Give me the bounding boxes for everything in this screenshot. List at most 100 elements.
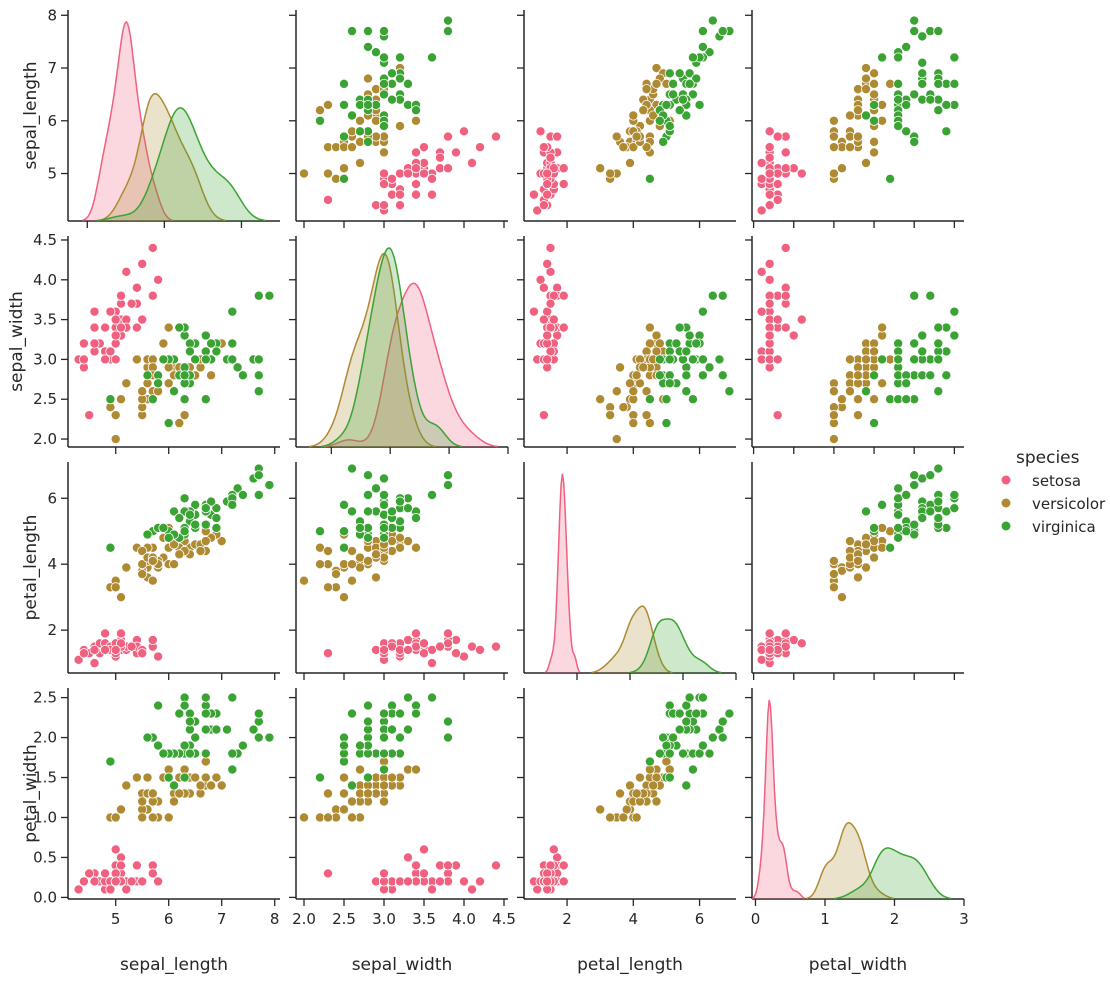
scatter-point-virginica xyxy=(174,708,185,719)
scatter-point-versicolor xyxy=(844,354,855,365)
y-tick-label: 2.0 xyxy=(33,729,57,747)
legend-marker-versicolor xyxy=(1001,498,1011,508)
scatter-point-versicolor xyxy=(116,804,127,815)
scatter-point-virginica xyxy=(190,499,201,510)
scatter-point-virginica xyxy=(426,489,437,500)
scatter-point-setosa xyxy=(474,876,485,887)
scatter-point-setosa xyxy=(528,306,539,317)
scatter-point-versicolor xyxy=(651,796,662,807)
scatter-point-versicolor xyxy=(853,394,864,405)
scatter-point-versicolor xyxy=(648,780,659,791)
scatter-point-virginica xyxy=(211,503,222,514)
scatter-point-versicolor xyxy=(216,536,227,547)
panel-petal_length-vs-sepal_length: 2 4 6 petal_length xyxy=(21,462,280,680)
scatter-point-setosa xyxy=(89,658,100,669)
scatter-point-setosa xyxy=(764,126,775,137)
scatter-point-virginica xyxy=(362,716,373,727)
x-tick-label: 3.0 xyxy=(372,910,396,928)
scatter-point-virginica xyxy=(949,503,960,514)
scatter-point-virginica xyxy=(237,370,248,381)
scatter-point-virginica xyxy=(190,354,201,365)
scatter-point-versicolor xyxy=(869,394,880,405)
scatter-point-virginica xyxy=(674,105,685,116)
scatter-point-setosa xyxy=(105,346,116,357)
scatter-point-virginica xyxy=(893,121,904,132)
scatter-point-setosa xyxy=(796,168,807,179)
scatter-point-virginica xyxy=(704,748,715,759)
scatter-point-setosa xyxy=(110,314,121,325)
scatter-point-virginica xyxy=(200,692,211,703)
x-tick-label: 4.0 xyxy=(452,910,476,928)
scatter-point-versicolor xyxy=(844,110,855,121)
panel-sepal_width-vs-sepal_width xyxy=(289,236,509,454)
scatter-point-virginica xyxy=(664,68,675,79)
scatter-point-versicolor xyxy=(168,559,179,570)
scatter-point-virginica xyxy=(370,47,381,58)
scatter-point-virginica xyxy=(346,780,357,791)
scatter-point-versicolor xyxy=(638,362,649,373)
x-tick-label: 7 xyxy=(217,910,227,928)
scatter-point-virginica xyxy=(654,370,665,381)
scatter-point-virginica xyxy=(893,509,904,520)
scatter-point-setosa xyxy=(548,844,559,855)
scatter-point-setosa xyxy=(78,876,89,887)
scatter-point-virginica xyxy=(105,756,116,767)
scatter-point-virginica xyxy=(163,532,174,543)
scatter-point-setosa xyxy=(100,644,111,655)
scatter-point-virginica xyxy=(664,378,675,389)
panel-petal_width-vs-petal_width: 0 1 2 3 petal_width xyxy=(745,688,969,975)
scatter-point-versicolor xyxy=(853,410,864,421)
scatter-point-versicolor xyxy=(644,322,655,333)
scatter-point-setosa xyxy=(764,274,775,285)
scatter-point-versicolor xyxy=(211,772,222,783)
scatter-point-setosa xyxy=(100,868,111,879)
scatter-point-virginica xyxy=(664,748,675,759)
scatter-point-setosa xyxy=(538,200,549,211)
scatter-point-virginica xyxy=(933,496,944,507)
scatter-point-virginica xyxy=(681,716,692,727)
scatter-point-versicolor xyxy=(844,386,855,397)
scatter-point-versicolor xyxy=(370,572,381,583)
scatter-point-virginica xyxy=(877,52,888,63)
scatter-point-virginica xyxy=(661,99,672,110)
scatter-point-versicolor xyxy=(595,163,606,174)
y-tick-label: 3.0 xyxy=(33,350,57,368)
scatter-point-virginica xyxy=(717,290,728,301)
scatter-point-virginica xyxy=(227,354,238,365)
scatter-point-setosa xyxy=(73,654,84,665)
x-axis-label-sepal_length: sepal_length xyxy=(120,955,228,975)
scatter-point-virginica xyxy=(158,748,169,759)
scatter-point-virginica xyxy=(674,322,685,333)
scatter-point-virginica xyxy=(909,290,920,301)
scatter-point-versicolor xyxy=(190,772,201,783)
scatter-point-virginica xyxy=(200,748,211,759)
scatter-point-setosa xyxy=(764,330,775,341)
scatter-point-setosa xyxy=(426,173,437,184)
y-tick-label: 2 xyxy=(47,621,57,639)
scatter-point-virginica xyxy=(147,394,158,405)
scatter-point-virginica xyxy=(941,99,952,110)
scatter-point-setosa xyxy=(780,628,791,639)
kde-fill-versicolor xyxy=(591,606,673,673)
scatter-point-setosa xyxy=(558,860,569,871)
scatter-point-virginica xyxy=(264,290,275,301)
scatter-point-setosa xyxy=(89,306,100,317)
panel-sepal_width-vs-petal_width xyxy=(745,236,964,454)
scatter-point-virginica xyxy=(378,732,389,743)
panel-petal_width-vs-sepal_length: 5 6 7 8 0.0 0.5 1.0 1.5 2.0 2.5 sepal_length petal_… xyxy=(21,688,280,975)
scatter-point-versicolor xyxy=(378,796,389,807)
kde-fill-virginica xyxy=(834,848,951,899)
scatter-point-virginica xyxy=(200,394,211,405)
scatter-point-setosa xyxy=(772,179,783,190)
y-tick-label: 1.0 xyxy=(33,808,57,826)
scatter-point-virginica xyxy=(346,708,357,719)
scatter-point-setosa xyxy=(490,860,501,871)
scatter-point-versicolor xyxy=(322,788,333,799)
y-axis-label-sepal_length: sepal_length xyxy=(21,62,41,170)
scatter-point-virginica xyxy=(179,772,190,783)
scatter-point-virginica xyxy=(227,306,238,317)
scatter-point-virginica xyxy=(724,708,735,719)
scatter-point-virginica xyxy=(901,378,912,389)
scatter-point-setosa xyxy=(105,884,116,895)
scatter-point-virginica xyxy=(232,362,243,373)
